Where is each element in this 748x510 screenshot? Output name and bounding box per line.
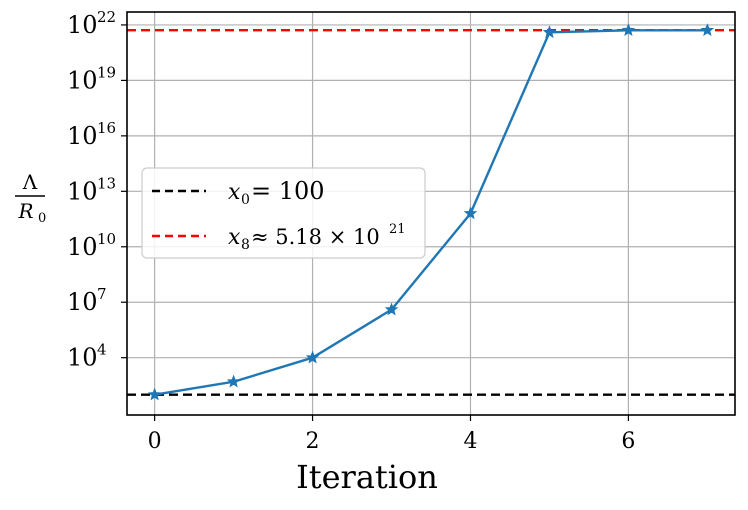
y-tick-label: 10 <box>67 122 98 150</box>
legend-label: ≈ 5.18 × 10 <box>251 225 380 249</box>
y-axis-title: Λ R 0 <box>15 170 46 226</box>
star-marker-icon <box>384 302 399 316</box>
y-tick-label: 10 <box>67 233 98 261</box>
star-marker-icon <box>147 387 162 401</box>
star-marker-icon <box>463 206 478 220</box>
legend-box <box>141 167 426 259</box>
legend-subscript: 0 <box>241 192 250 208</box>
y-tick-label: 10 <box>67 66 98 94</box>
legend-symbol: x <box>228 225 241 250</box>
y-tick-label: 10 <box>67 288 98 316</box>
series-line <box>154 29 708 396</box>
y-tick-exponent: 19 <box>97 63 116 81</box>
y-tick-exponent: 7 <box>97 285 107 303</box>
legend-label: = 100 <box>251 177 325 205</box>
legend-exponent: 21 <box>389 222 406 237</box>
y-axis-title-denominator-sub: 0 <box>38 211 46 226</box>
y-tick-exponent: 4 <box>97 341 107 359</box>
legend-symbol: x <box>228 180 241 205</box>
star-marker-icon <box>621 23 636 37</box>
plot-frame <box>126 11 736 416</box>
y-tick-exponent: 22 <box>97 8 116 26</box>
y-tick-exponent: 16 <box>97 119 116 137</box>
legend: x 0 = 100 x 8 ≈ 5.18 × 10 21 <box>141 167 426 259</box>
data-series <box>147 23 715 401</box>
legend-item-x0: x 0 = 100 <box>152 177 325 208</box>
star-marker-icon <box>305 350 320 364</box>
x-axis-ticks: 0 2 4 6 <box>148 415 635 454</box>
legend-item-x8: x 8 ≈ 5.18 × 10 21 <box>152 222 406 253</box>
star-marker-icon <box>700 23 715 37</box>
x-tick-label: 0 <box>148 429 162 454</box>
y-axis-title-numerator: Λ <box>22 170 38 194</box>
x-axis-title: Iteration <box>296 458 438 496</box>
y-tick-label: 10 <box>67 177 98 205</box>
y-tick-label: 10 <box>67 11 98 39</box>
star-marker-icon <box>542 25 557 39</box>
x-tick-label: 6 <box>621 429 635 454</box>
x-tick-label: 2 <box>306 429 320 454</box>
y-tick-exponent: 10 <box>97 230 116 248</box>
y-tick-label: 10 <box>67 344 98 372</box>
x-tick-label: 4 <box>463 429 477 454</box>
star-marker-icon <box>226 374 241 388</box>
y-axis-title-denominator: R <box>17 199 33 223</box>
y-tick-exponent: 13 <box>97 174 116 192</box>
legend-subscript: 8 <box>241 237 250 253</box>
